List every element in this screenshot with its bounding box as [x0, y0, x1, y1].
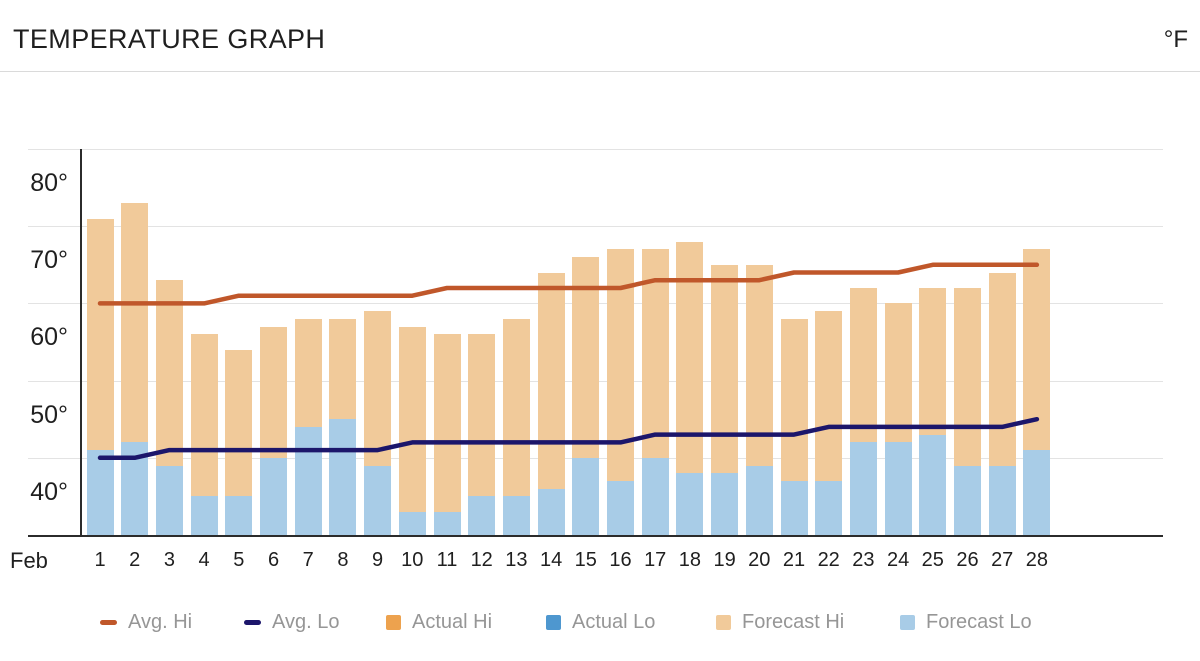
x-tick-label-23: 23 [852, 549, 875, 571]
forecast-lo-bar-feb-7 [294, 426, 322, 535]
legend-label: Forecast Hi [742, 610, 845, 633]
forecast-lo-bar-feb-1 [86, 450, 114, 535]
forecast-lo-bar-feb-23 [849, 442, 877, 535]
x-tick-label-12: 12 [470, 549, 493, 571]
x-tick-label-26: 26 [956, 549, 979, 571]
y-tick-label-40: 40° [30, 477, 68, 506]
forecast-lo-bar-feb-28 [1023, 450, 1051, 535]
x-tick-label-17: 17 [644, 549, 667, 571]
forecast-lo-bar-feb-4 [190, 496, 218, 535]
avg-hi-line [97, 262, 1040, 306]
forecast-hi-bar-feb-10 [398, 326, 426, 535]
x-tick-label-2: 2 [129, 549, 141, 571]
legend-label: Avg. Lo [272, 610, 340, 633]
x-tick-label-27: 27 [991, 549, 1014, 571]
forecast-lo-bar-feb-26 [954, 465, 981, 535]
x-tick-label-9: 9 [372, 549, 384, 571]
x-tick-label-28: 28 [1025, 549, 1049, 571]
x-tick-label-7: 7 [302, 549, 314, 571]
legend-swatch-forecast-lo [900, 614, 915, 630]
y-tick-label-60: 60° [30, 323, 68, 352]
forecast-lo-bar-feb-25 [919, 434, 947, 535]
forecast-lo-bar-feb-9 [364, 465, 392, 535]
page-title: TEMPERATURE GRAPH [13, 24, 326, 54]
forecast-lo-bar-feb-22 [815, 481, 843, 535]
forecast-lo-bar-feb-6 [260, 457, 287, 535]
y-tick-label-70: 70° [30, 246, 68, 275]
x-tick-label-24: 24 [886, 549, 910, 571]
x-tick-label-8: 8 [337, 549, 349, 571]
forecast-lo-bar-feb-3 [155, 465, 183, 535]
legend-label: Forecast Lo [926, 610, 1032, 633]
forecast-lo-bar-feb-11 [433, 511, 461, 535]
x-tick-label-10: 10 [401, 549, 424, 571]
gridline-70 [28, 226, 1163, 228]
header-divider [0, 71, 1200, 72]
forecast-lo-bar-feb-10 [398, 511, 426, 535]
legend-swatch-avg-hi [100, 619, 117, 625]
forecast-lo-bar-feb-18 [676, 473, 704, 535]
legend-swatch-forecast-hi [716, 614, 731, 630]
legend-item-forecast-lo: Forecast Lo [900, 609, 1032, 635]
legend-label: Actual Hi [412, 610, 493, 633]
legend-item-actual-lo: Actual Lo [546, 609, 655, 635]
month-label: Feb [10, 548, 48, 573]
forecast-lo-bar-feb-12 [468, 496, 496, 535]
x-tick-label-14: 14 [539, 549, 563, 571]
y-axis-line [80, 149, 82, 536]
forecast-lo-bar-feb-13 [502, 496, 530, 535]
forecast-lo-bar-feb-5 [225, 496, 253, 535]
x-tick-label-13: 13 [505, 549, 528, 571]
forecast-lo-bar-feb-2 [121, 442, 149, 535]
forecast-lo-bar-feb-20 [745, 465, 773, 535]
legend-item-avg-hi: Avg. Hi [100, 609, 192, 635]
x-tick-label-16: 16 [609, 549, 632, 571]
legend-label: Avg. Hi [128, 610, 193, 633]
x-tick-label-20: 20 [748, 549, 771, 571]
x-tick-label-1: 1 [94, 549, 106, 571]
x-tick-label-22: 22 [817, 549, 840, 571]
x-tick-label-5: 5 [233, 549, 245, 571]
x-tick-label-19: 19 [713, 549, 736, 571]
x-tick-label-6: 6 [267, 549, 280, 571]
forecast-lo-bar-feb-19 [711, 473, 739, 535]
forecast-hi-bar-feb-11 [433, 334, 461, 535]
forecast-lo-bar-feb-16 [607, 481, 634, 535]
x-tick-label-21: 21 [782, 549, 806, 571]
x-tick-label-18: 18 [678, 549, 702, 571]
forecast-lo-bar-feb-24 [884, 442, 912, 535]
legend-item-avg-lo: Avg. Lo [244, 609, 339, 635]
y-tick-label-80: 80° [30, 169, 68, 197]
x-tick-label-4: 4 [198, 549, 210, 571]
legend-swatch-actual-hi [386, 614, 401, 630]
legend-swatch-avg-lo [244, 619, 261, 625]
legend-item-actual-hi: Actual Hi [386, 609, 492, 635]
forecast-lo-bar-feb-27 [988, 465, 1016, 535]
x-tick-label-11: 11 [436, 549, 458, 571]
y-tick-label-50: 50° [30, 400, 68, 429]
forecast-lo-bar-feb-17 [641, 457, 669, 535]
gridline-80 [28, 149, 1163, 150]
legend-swatch-actual-lo [546, 614, 561, 630]
forecast-lo-bar-feb-14 [537, 488, 565, 535]
forecast-lo-bar-feb-21 [780, 481, 808, 535]
forecast-lo-bar-feb-15 [572, 457, 600, 535]
x-axis-line [28, 535, 1163, 537]
forecast-lo-bar-feb-8 [329, 419, 357, 535]
unit-label: °F [1163, 26, 1188, 53]
x-tick-label-15: 15 [574, 549, 597, 571]
x-tick-label-25: 25 [921, 549, 944, 571]
legend-item-forecast-hi: Forecast Hi [716, 609, 844, 635]
legend-label: Actual Lo [572, 610, 656, 633]
x-tick-label-3: 3 [163, 549, 175, 571]
